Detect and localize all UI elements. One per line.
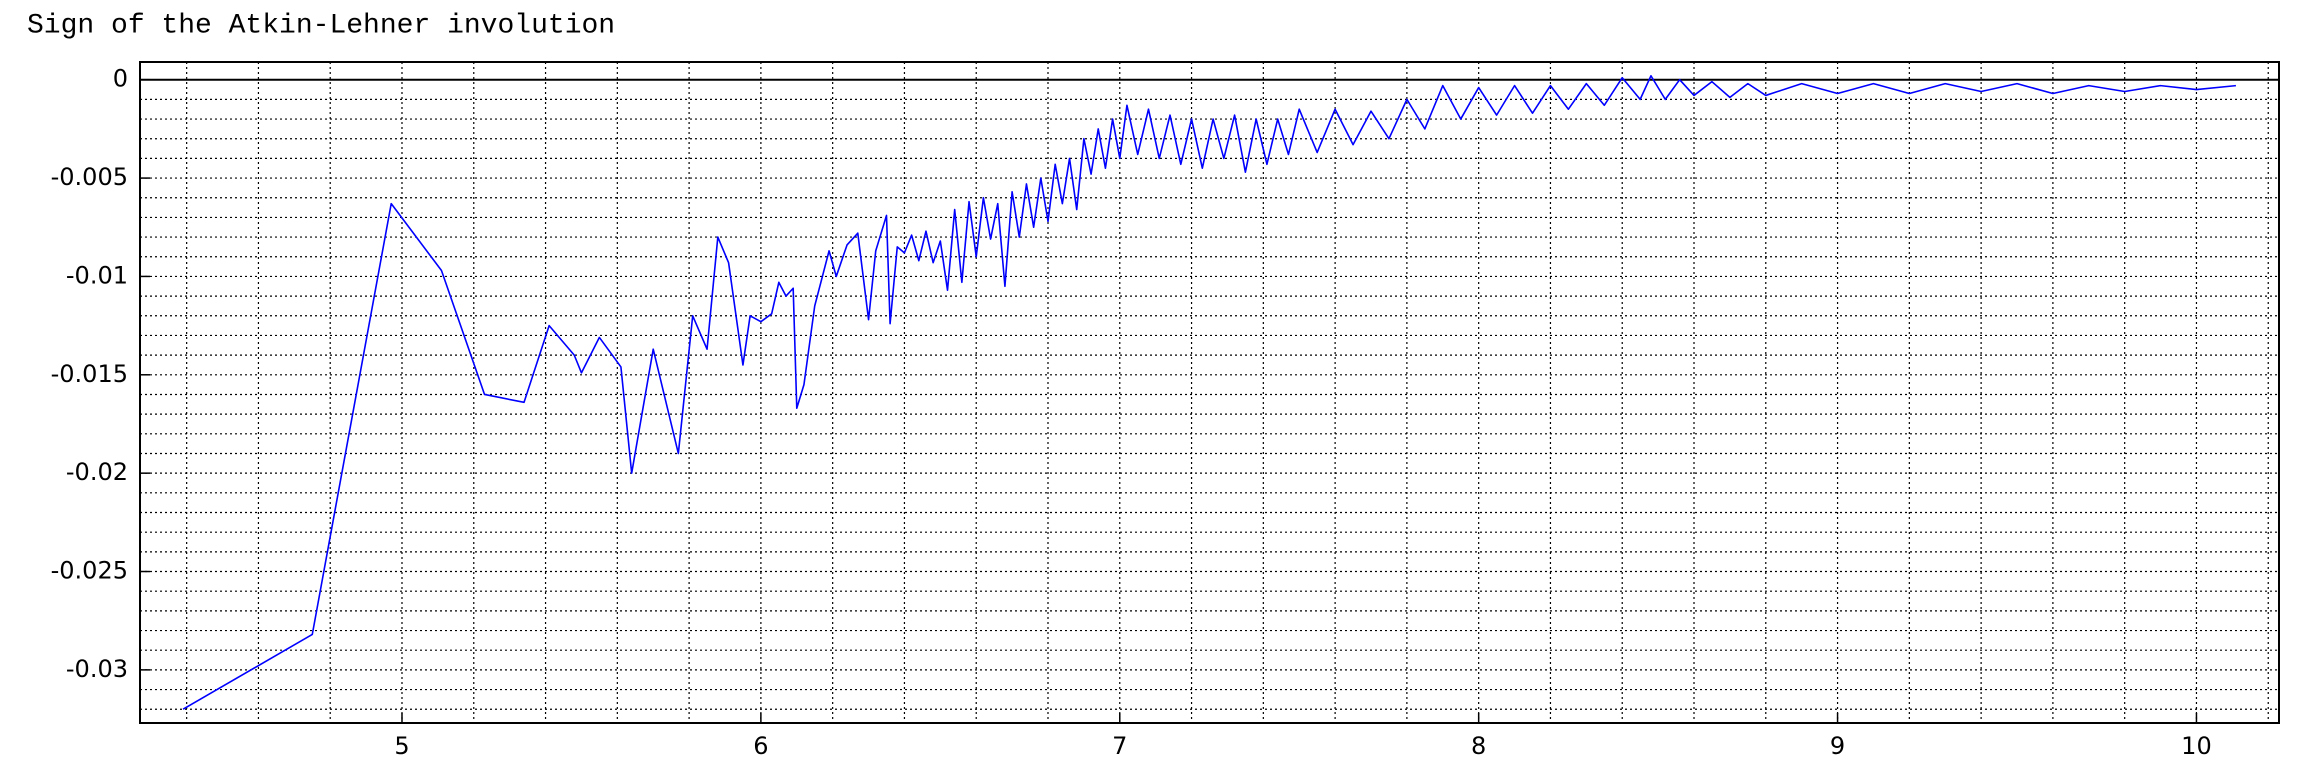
chart-title: Sign of the Atkin-Lehner involution [27,10,615,41]
x-tick-label: 9 [1830,732,1845,760]
y-tick-label: -0.015 [51,360,128,388]
x-tick-label: 6 [753,732,768,760]
x-tick-label: 5 [394,732,409,760]
y-tick-label: -0.03 [66,655,128,683]
y-tick-label: -0.02 [66,458,128,486]
data-line [182,74,2237,710]
y-tick-label: -0.005 [51,163,128,191]
x-tick-label: 10 [2181,732,2212,760]
y-tick-label: 0 [113,65,128,93]
y-tick-label: -0.025 [51,557,128,585]
plot-frame [139,61,2280,724]
y-tick-label: -0.01 [66,261,128,289]
x-tick-label: 8 [1471,732,1486,760]
x-tick-label: 7 [1112,732,1127,760]
